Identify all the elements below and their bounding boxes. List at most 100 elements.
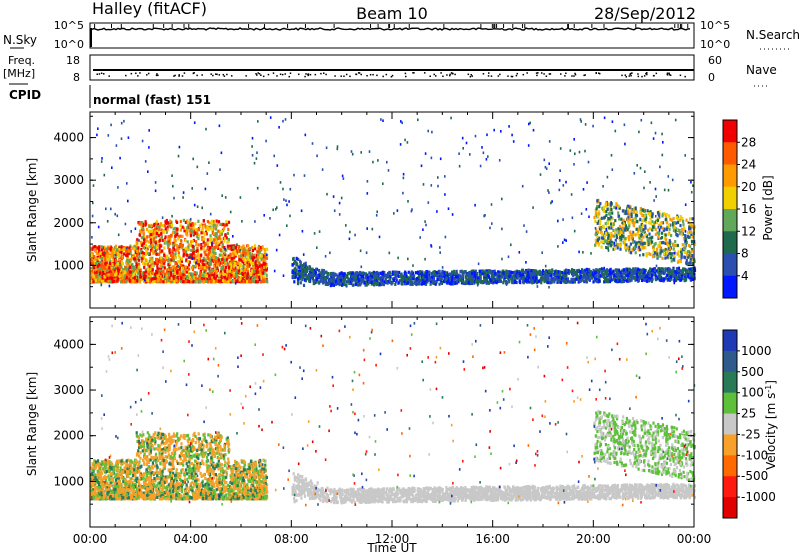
heatmap-cell bbox=[188, 280, 191, 284]
heatmap-cell bbox=[464, 280, 467, 284]
heatmap-cell bbox=[628, 268, 631, 272]
heatmap-cell bbox=[447, 279, 450, 283]
heatmap-cell bbox=[521, 268, 524, 272]
heatmap-cell bbox=[237, 266, 240, 270]
heatmap-cell bbox=[455, 281, 458, 285]
heatmap-cell bbox=[677, 266, 681, 270]
nave-point bbox=[597, 72, 600, 74]
heatmap-cell bbox=[144, 243, 147, 248]
heatmap-cell bbox=[220, 237, 223, 242]
heatmap-cell bbox=[370, 280, 373, 285]
heatmap-cell bbox=[174, 252, 177, 256]
heatmap-cell bbox=[226, 270, 229, 274]
heatmap-cell bbox=[183, 249, 186, 253]
heatmap-cell bbox=[237, 268, 241, 272]
heatmap-cell bbox=[440, 276, 443, 281]
heatmap-cell bbox=[660, 278, 663, 283]
heatmap-cell bbox=[155, 220, 158, 224]
heatmap-cell bbox=[690, 272, 693, 276]
heatmap-cell bbox=[381, 270, 384, 274]
heatmap-cell bbox=[183, 226, 186, 230]
heatmap-cell bbox=[135, 242, 139, 246]
heatmap-cell bbox=[504, 274, 507, 279]
heatmap-cell bbox=[630, 269, 633, 273]
heatmap-cell bbox=[241, 271, 244, 276]
heatmap-cell bbox=[586, 276, 589, 280]
heatmap-cell bbox=[94, 245, 97, 249]
heatmap-cell bbox=[255, 274, 258, 278]
heatmap-cell bbox=[370, 275, 373, 279]
heatmap-cell bbox=[104, 253, 107, 257]
heatmap-cell bbox=[591, 273, 594, 277]
heatmap-cell bbox=[151, 249, 154, 253]
nave-point bbox=[467, 73, 470, 76]
heatmap-cell bbox=[118, 274, 121, 278]
heatmap-cell bbox=[663, 278, 666, 282]
heatmap-cell bbox=[227, 239, 230, 243]
heatmap-cell bbox=[450, 282, 453, 286]
heatmap-cell bbox=[214, 234, 217, 238]
cpid-label: CPID bbox=[9, 88, 41, 102]
heatmap-cell bbox=[303, 268, 306, 272]
heatmap-cell bbox=[238, 257, 241, 261]
heatmap-cell bbox=[624, 269, 627, 273]
heatmap-cell bbox=[163, 259, 166, 263]
heatmap-cell bbox=[693, 266, 696, 270]
heatmap-cell bbox=[157, 222, 160, 226]
nave-point bbox=[262, 75, 265, 78]
heatmap-cell bbox=[635, 277, 638, 282]
heatmap-cell bbox=[240, 245, 243, 250]
heatmap-cell bbox=[253, 247, 257, 251]
heatmap-cell bbox=[247, 248, 250, 252]
heatmap-cell bbox=[196, 277, 199, 281]
heatmap-cell bbox=[152, 251, 155, 255]
heatmap-cell bbox=[160, 235, 164, 239]
heatmap-cell bbox=[179, 273, 182, 277]
heatmap-cell bbox=[600, 274, 603, 278]
heatmap-cell bbox=[295, 268, 298, 272]
heatmap-cell bbox=[207, 272, 210, 276]
heatmap-cell bbox=[120, 265, 123, 269]
heatmap-cell bbox=[163, 266, 166, 270]
heatmap-cell bbox=[244, 249, 247, 253]
heatmap-cell bbox=[150, 248, 153, 252]
heatmap-cell bbox=[191, 274, 194, 278]
nave-point bbox=[155, 74, 158, 77]
heatmap-cell bbox=[563, 269, 566, 273]
heatmap-cell bbox=[295, 256, 298, 260]
heatmap-cell bbox=[207, 227, 210, 231]
heatmap-cell bbox=[368, 276, 371, 280]
heatmap-cell bbox=[189, 240, 192, 244]
heatmap-cell bbox=[543, 278, 546, 282]
heatmap-cell bbox=[172, 277, 175, 281]
heatmap-cell bbox=[304, 271, 307, 275]
heatmap-cell bbox=[328, 278, 331, 282]
heatmap-cell bbox=[154, 222, 157, 226]
nave-point bbox=[289, 72, 292, 74]
nave-point bbox=[537, 72, 539, 74]
nave-point bbox=[245, 75, 247, 77]
nave-point bbox=[201, 74, 203, 76]
heatmap-cell bbox=[208, 274, 211, 278]
heatmap-cell bbox=[177, 273, 180, 277]
heatmap-cell bbox=[222, 272, 225, 276]
heatmap-cell bbox=[664, 267, 667, 271]
heatmap-cell bbox=[384, 278, 387, 282]
heatmap-cell bbox=[118, 248, 121, 252]
heatmap-cell bbox=[107, 246, 110, 250]
heatmap-cell bbox=[226, 244, 229, 248]
heatmap-cell bbox=[230, 247, 233, 251]
nave-tick-bottom: 0 bbox=[708, 71, 715, 84]
heatmap-cell bbox=[256, 255, 260, 260]
heatmap-cell bbox=[436, 274, 439, 278]
heatmap-cell bbox=[125, 272, 128, 276]
heatmap-cell bbox=[198, 233, 201, 237]
heatmap-cell bbox=[99, 260, 102, 264]
heatmap-cell bbox=[647, 277, 650, 281]
heatmap-cell bbox=[259, 271, 262, 275]
heatmap-cell bbox=[231, 244, 234, 248]
heatmap-cell bbox=[592, 280, 595, 284]
heatmap-cell bbox=[656, 276, 659, 280]
heatmap-cell bbox=[126, 278, 129, 282]
heatmap-cell bbox=[197, 256, 200, 260]
